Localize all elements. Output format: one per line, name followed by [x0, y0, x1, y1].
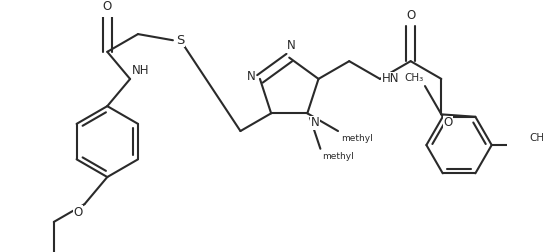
Text: S: S	[176, 34, 184, 47]
Text: N: N	[287, 39, 295, 52]
Text: CH₃: CH₃	[404, 73, 423, 83]
Text: N: N	[311, 116, 320, 129]
Text: N: N	[247, 70, 255, 83]
Text: methyl: methyl	[341, 134, 372, 143]
Text: O: O	[73, 206, 83, 219]
Text: NH: NH	[132, 64, 149, 77]
Text: O: O	[103, 0, 112, 13]
Text: CH₃: CH₃	[529, 133, 543, 143]
Text: O: O	[406, 9, 415, 22]
Text: methyl: methyl	[322, 151, 354, 161]
Text: HN: HN	[382, 72, 399, 85]
Text: O: O	[443, 116, 452, 129]
